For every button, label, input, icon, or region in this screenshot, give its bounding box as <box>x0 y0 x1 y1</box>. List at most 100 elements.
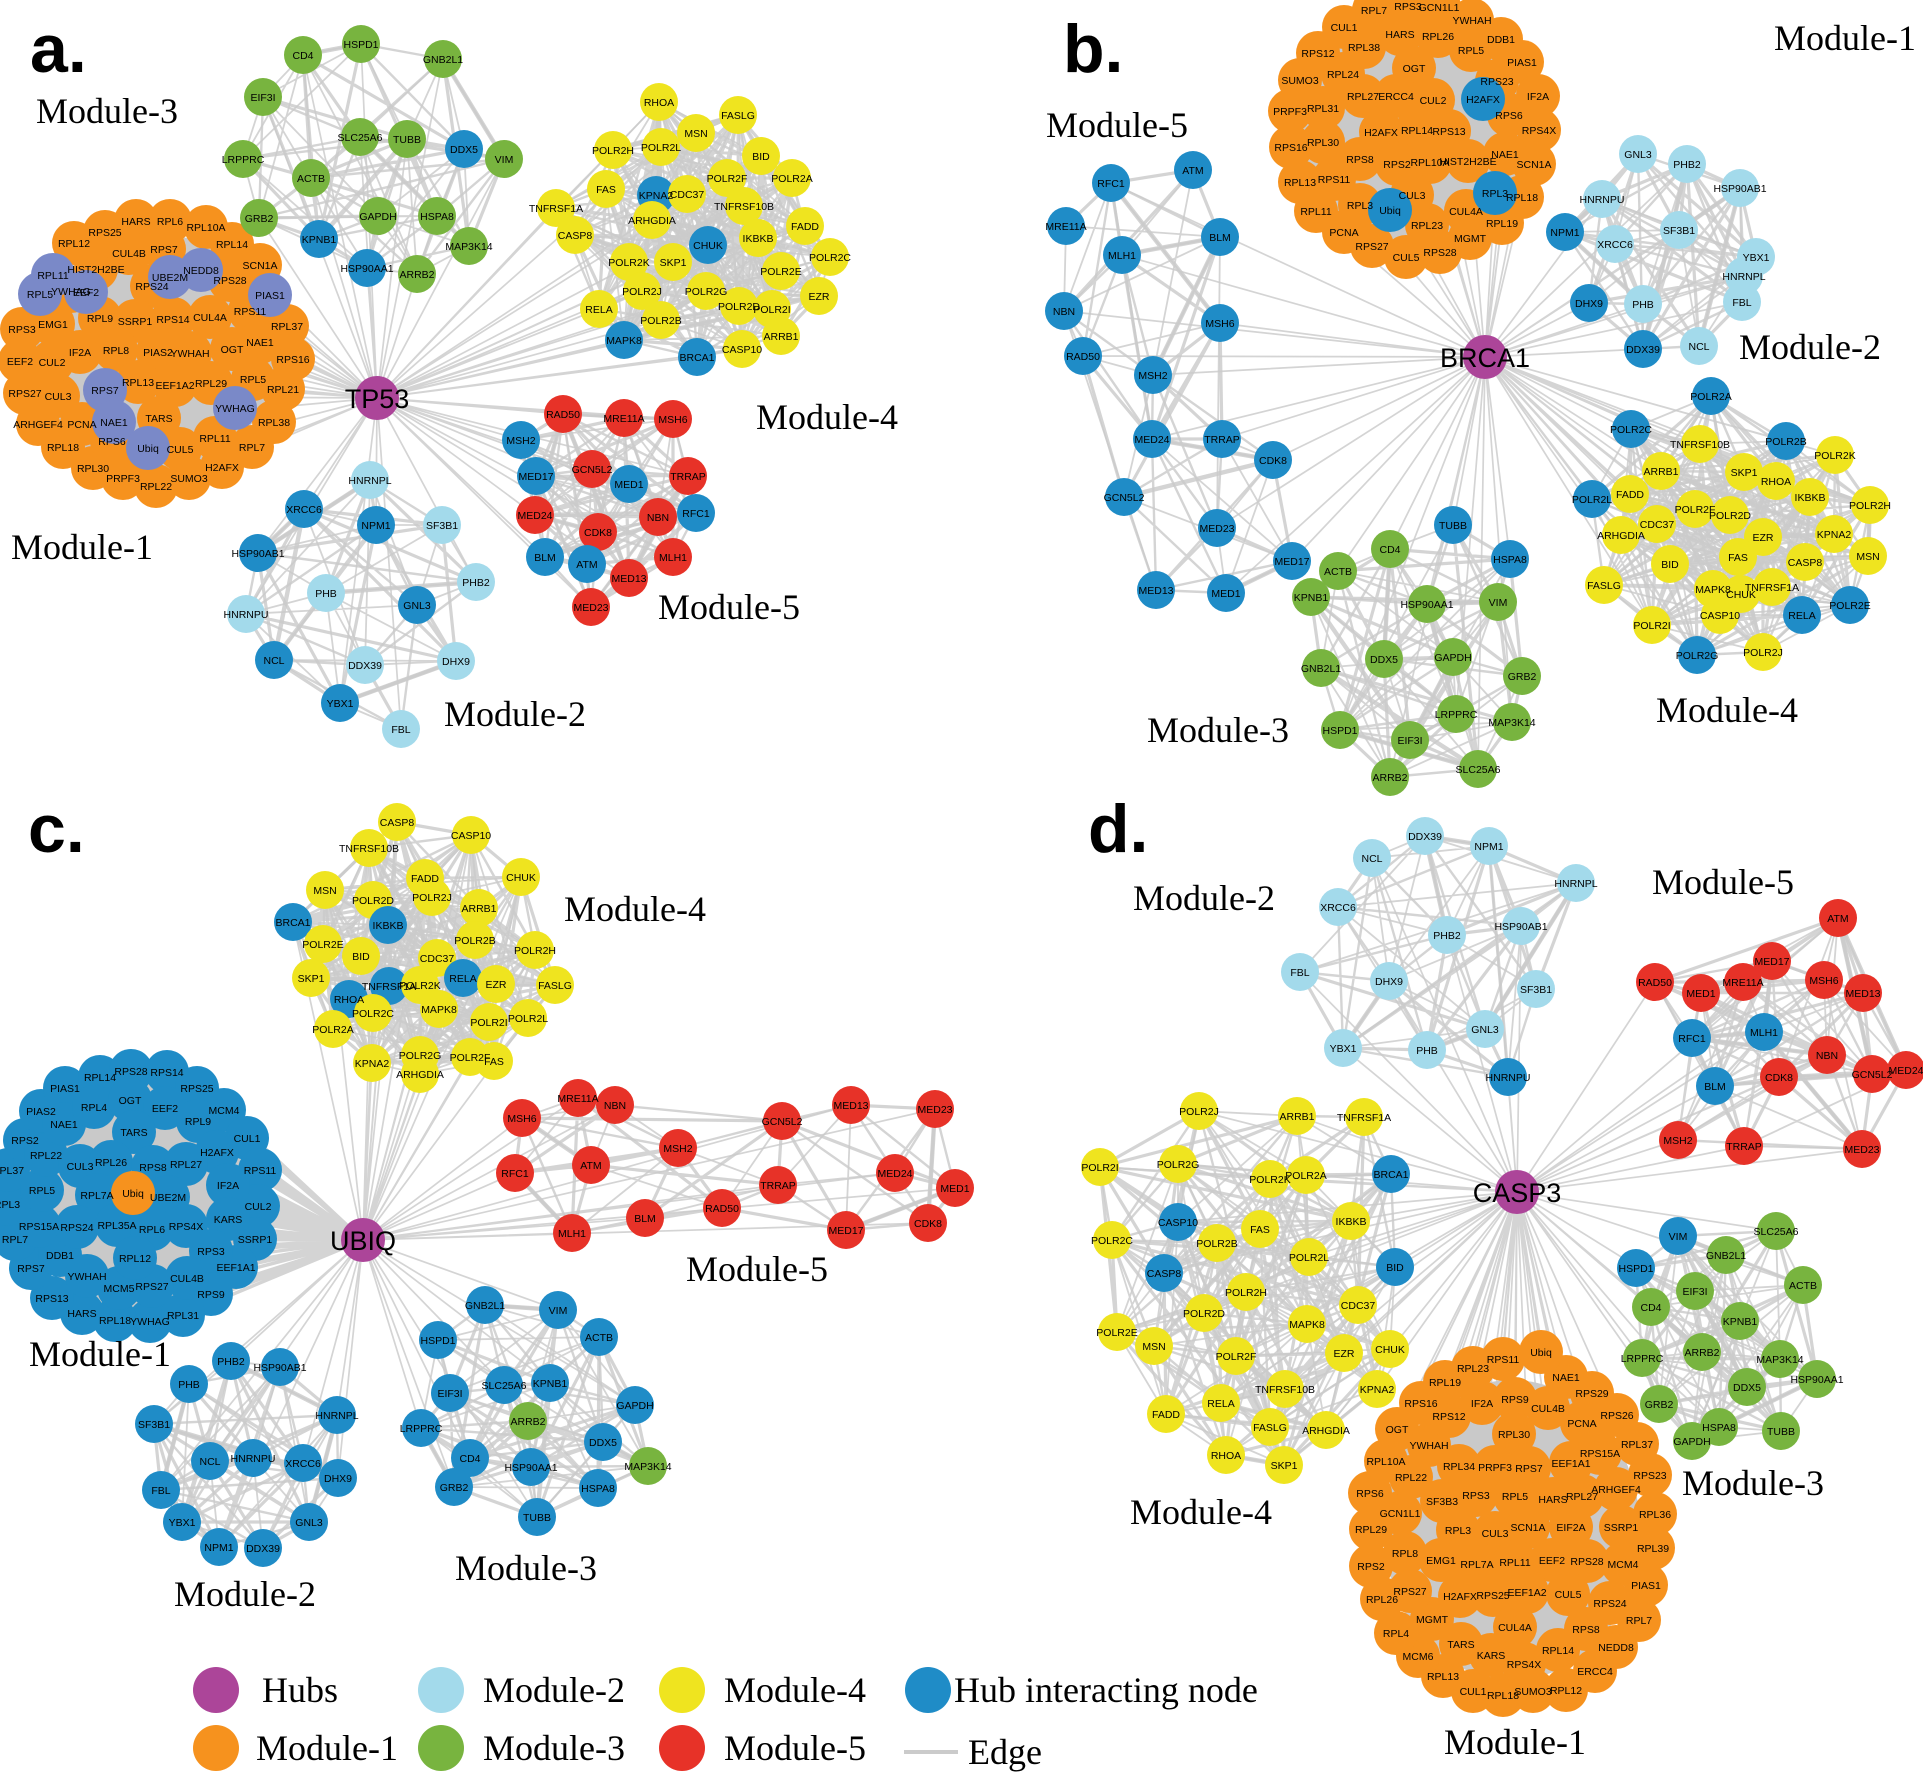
svg-text:BID: BID <box>352 951 370 963</box>
svg-text:TRRAP: TRRAP <box>1726 1141 1762 1153</box>
svg-text:DDX5: DDX5 <box>1733 1382 1761 1394</box>
svg-text:ARRB1: ARRB1 <box>1643 466 1678 478</box>
svg-text:XRCC6: XRCC6 <box>285 1458 321 1470</box>
svg-text:ARRB2: ARRB2 <box>510 1416 545 1428</box>
svg-text:HSPA8: HSPA8 <box>420 211 454 223</box>
svg-text:RPS7: RPS7 <box>150 244 178 256</box>
svg-text:POLR2B: POLR2B <box>1196 1238 1237 1250</box>
svg-text:NAE1: NAE1 <box>1491 149 1519 161</box>
svg-text:HSP90AA1: HSP90AA1 <box>1400 599 1453 611</box>
svg-text:PHB: PHB <box>1416 1045 1438 1057</box>
svg-text:TARS: TARS <box>145 413 172 425</box>
svg-text:HSP90AA1: HSP90AA1 <box>1790 1374 1843 1386</box>
svg-text:RPL3: RPL3 <box>1347 200 1373 212</box>
svg-text:MED17: MED17 <box>1274 556 1309 568</box>
svg-text:EIF3I: EIF3I <box>250 92 275 104</box>
svg-text:H2AFX: H2AFX <box>1466 94 1500 106</box>
svg-text:IF2A: IF2A <box>1527 91 1549 103</box>
svg-text:PHB2: PHB2 <box>1673 159 1701 171</box>
svg-text:RPL9: RPL9 <box>87 313 113 325</box>
svg-text:TNFRSF10B: TNFRSF10B <box>714 201 774 213</box>
svg-text:GCN5L2: GCN5L2 <box>572 464 613 476</box>
svg-text:RPS11: RPS11 <box>1487 1354 1520 1366</box>
svg-text:RPS25: RPS25 <box>88 227 121 239</box>
svg-text:KPNB1: KPNB1 <box>302 234 337 246</box>
svg-text:GNL3: GNL3 <box>1471 1024 1499 1036</box>
svg-text:NPM1: NPM1 <box>204 1542 233 1554</box>
svg-text:HSPD1: HSPD1 <box>420 1335 455 1347</box>
svg-text:HSP90AB1: HSP90AB1 <box>253 1362 306 1374</box>
svg-text:RPS3: RPS3 <box>8 324 36 336</box>
svg-text:RPL22: RPL22 <box>1395 1472 1427 1484</box>
svg-text:MAP3K14: MAP3K14 <box>1756 1354 1803 1366</box>
svg-text:LRPPRC: LRPPRC <box>1621 1353 1664 1365</box>
svg-text:POLR2E: POLR2E <box>302 939 343 951</box>
svg-text:EEF2: EEF2 <box>7 356 33 368</box>
svg-text:RPS13: RPS13 <box>1432 126 1465 138</box>
svg-text:NBN: NBN <box>1053 306 1075 318</box>
svg-text:VIM: VIM <box>1489 597 1508 609</box>
svg-text:NAE1: NAE1 <box>246 337 274 349</box>
svg-text:POLR2A: POLR2A <box>312 1024 353 1036</box>
svg-text:POLR2B: POLR2B <box>1765 436 1806 448</box>
svg-text:GAPDH: GAPDH <box>1673 1436 1710 1448</box>
svg-text:SF3B1: SF3B1 <box>1663 225 1695 237</box>
svg-text:POLR2J: POLR2J <box>412 892 452 904</box>
svg-text:NAE1: NAE1 <box>50 1119 78 1131</box>
svg-text:Module-2: Module-2 <box>174 1574 316 1614</box>
svg-text:RPS23: RPS23 <box>1633 1470 1666 1482</box>
svg-text:MGMT: MGMT <box>1416 1614 1449 1626</box>
svg-text:POLR2E: POLR2E <box>760 266 801 278</box>
svg-text:PIAS2: PIAS2 <box>26 1106 56 1118</box>
svg-text:MAP3K14: MAP3K14 <box>445 241 492 253</box>
svg-text:FADD: FADD <box>1152 1409 1180 1421</box>
svg-text:SSRP1: SSRP1 <box>118 316 153 328</box>
svg-text:HARS: HARS <box>121 216 150 228</box>
svg-text:RPL37: RPL37 <box>1621 1439 1653 1451</box>
svg-text:ATM: ATM <box>1182 165 1203 177</box>
svg-text:RPL6: RPL6 <box>139 1224 165 1236</box>
svg-text:RPL37: RPL37 <box>271 321 303 333</box>
svg-text:RPL3: RPL3 <box>1445 1525 1471 1537</box>
svg-text:CUL4B: CUL4B <box>170 1273 204 1285</box>
svg-text:RPL7: RPL7 <box>1626 1615 1652 1627</box>
svg-text:RAD50: RAD50 <box>705 1203 739 1215</box>
svg-text:RPL36: RPL36 <box>1639 1509 1671 1521</box>
svg-text:Module-5: Module-5 <box>658 587 800 627</box>
svg-text:RHOA: RHOA <box>1761 476 1791 488</box>
svg-text:MED13: MED13 <box>1138 585 1173 597</box>
svg-text:RPL19: RPL19 <box>1486 218 1518 230</box>
svg-text:POLR2A: POLR2A <box>771 173 812 185</box>
svg-text:RPS11: RPS11 <box>234 306 267 318</box>
svg-text:CASP10: CASP10 <box>451 830 491 842</box>
svg-text:RPS28: RPS28 <box>1570 1556 1603 1568</box>
svg-text:NBN: NBN <box>1816 1050 1838 1062</box>
svg-text:SF3B3: SF3B3 <box>1426 1496 1458 1508</box>
svg-text:MCM4: MCM4 <box>209 1105 240 1117</box>
svg-text:CUL2: CUL2 <box>1420 95 1447 107</box>
svg-text:RPL10A: RPL10A <box>1366 1456 1405 1468</box>
svg-text:RPL27: RPL27 <box>1566 1491 1598 1503</box>
svg-text:RPS28: RPS28 <box>213 275 246 287</box>
svg-text:POLR2I: POLR2I <box>470 1017 507 1029</box>
svg-text:CUL5: CUL5 <box>1555 1589 1582 1601</box>
svg-text:H2AFX: H2AFX <box>200 1147 234 1159</box>
svg-text:MSH2: MSH2 <box>1663 1135 1692 1147</box>
svg-text:NCL: NCL <box>199 1456 220 1468</box>
svg-text:VIM: VIM <box>495 154 514 166</box>
svg-text:KPNA2: KPNA2 <box>639 190 674 202</box>
svg-text:MAPK8: MAPK8 <box>606 335 642 347</box>
svg-text:RPL11: RPL11 <box>37 270 68 282</box>
svg-text:RAD50: RAD50 <box>1638 977 1672 989</box>
svg-text:RPL5: RPL5 <box>27 289 53 301</box>
svg-text:HIST2H2BE: HIST2H2BE <box>67 264 124 276</box>
svg-text:RPS16: RPS16 <box>276 354 309 366</box>
svg-text:EIF3I: EIF3I <box>1397 735 1422 747</box>
svg-text:FBL: FBL <box>391 724 410 736</box>
svg-text:PRPF3: PRPF3 <box>106 473 140 485</box>
svg-text:FASLG: FASLG <box>1587 580 1621 592</box>
svg-text:H2AFX: H2AFX <box>1443 1591 1477 1603</box>
svg-text:RELA: RELA <box>449 973 476 985</box>
svg-text:TP53: TP53 <box>345 384 410 414</box>
svg-text:RPL12: RPL12 <box>58 238 90 250</box>
